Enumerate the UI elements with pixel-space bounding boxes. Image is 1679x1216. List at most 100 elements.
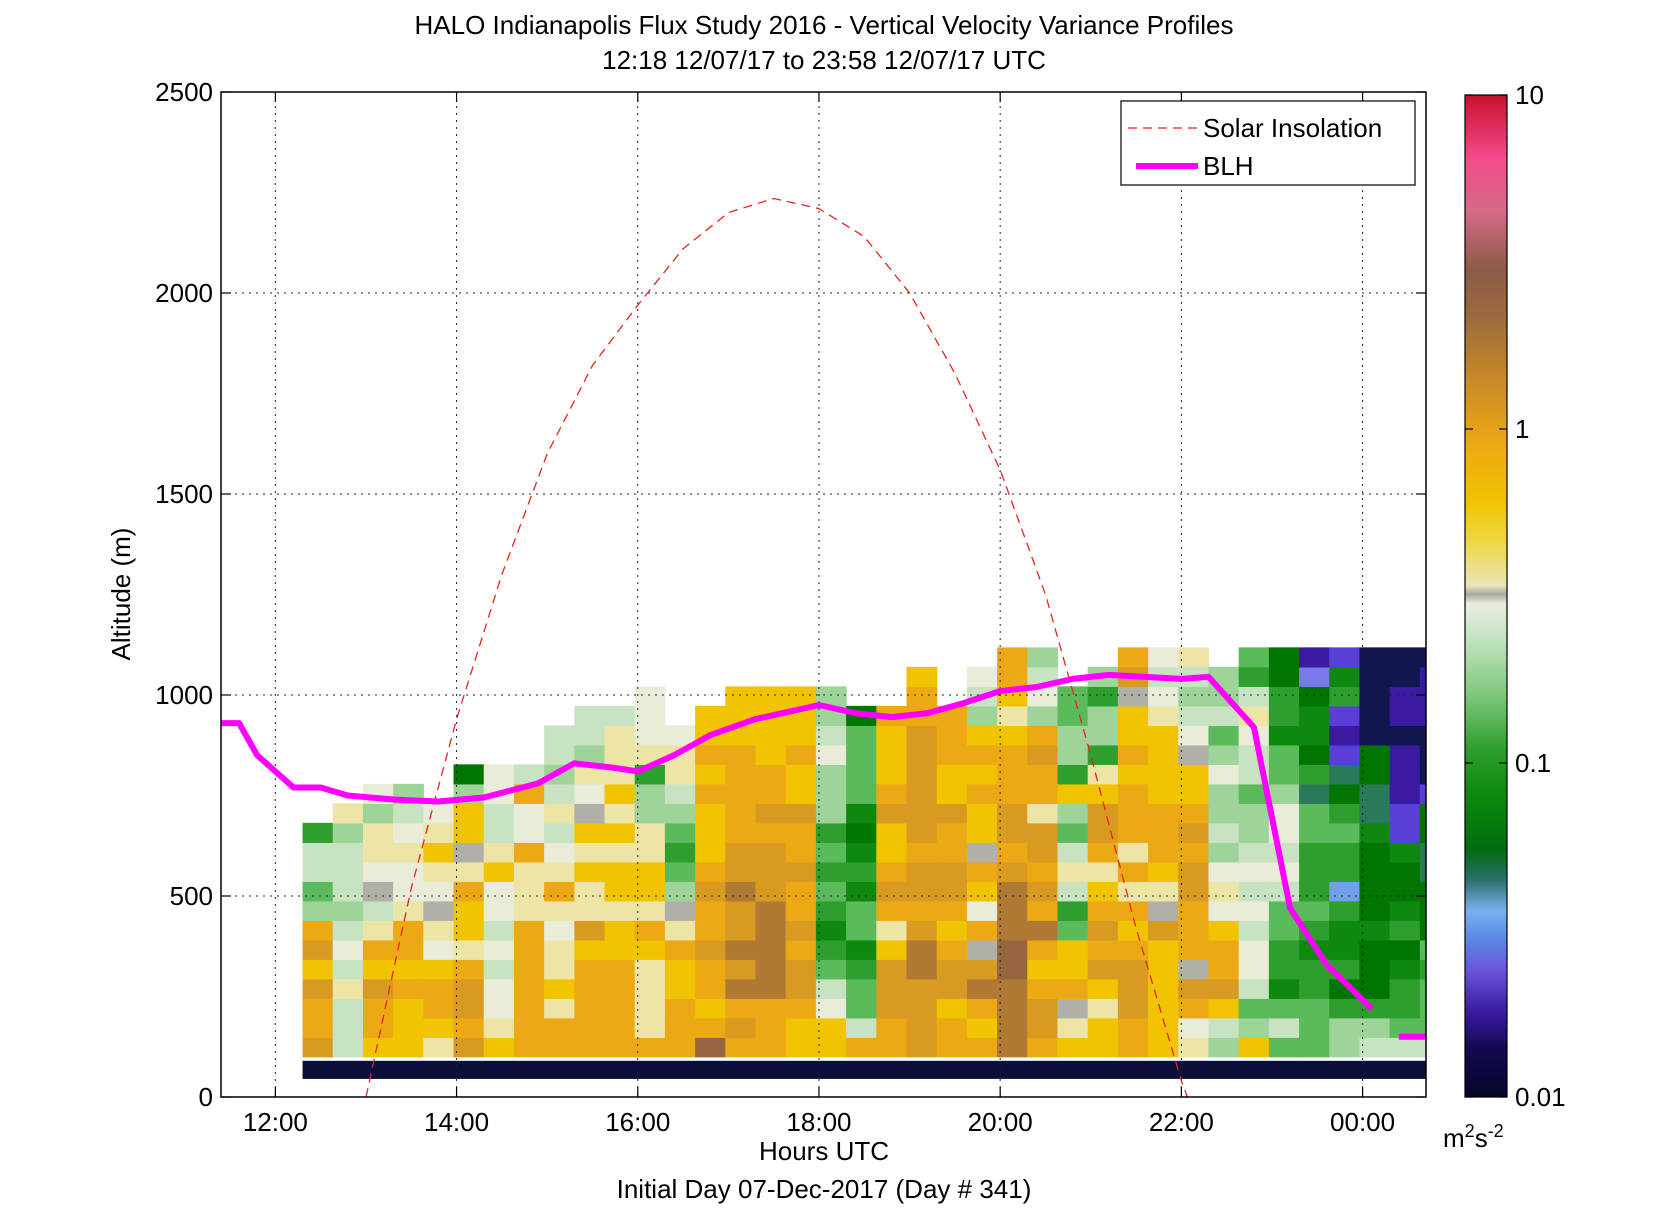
heatmap-cell — [906, 666, 938, 687]
heatmap-cell — [1238, 666, 1270, 687]
heatmap-cell — [483, 803, 515, 824]
heatmap-cell — [483, 998, 515, 1019]
heatmap-cell — [393, 881, 424, 902]
heatmap-cell — [1178, 920, 1210, 941]
heatmap-cell — [1268, 783, 1300, 804]
heatmap-cell — [1117, 686, 1149, 707]
heatmap-cell — [1329, 822, 1361, 843]
heatmap-cell — [997, 764, 1028, 785]
heatmap-cell — [695, 783, 726, 804]
heatmap-cell — [634, 900, 666, 921]
heatmap-cell — [1117, 705, 1149, 726]
heatmap-cell — [725, 1037, 757, 1058]
heatmap-cell — [755, 959, 787, 980]
heatmap-cell — [1087, 783, 1119, 804]
heatmap-cell — [997, 725, 1028, 746]
heatmap-cell — [513, 822, 545, 843]
heatmap-cell — [1359, 822, 1391, 843]
heatmap-cell — [362, 881, 394, 902]
heatmap-cell — [997, 647, 1028, 668]
heatmap-cell — [332, 822, 364, 843]
colorbar-gradient — [1464, 94, 1508, 1098]
legend-box — [1120, 100, 1416, 186]
heatmap-cell — [846, 978, 877, 999]
heatmap-cell — [453, 822, 485, 843]
heatmap-cell — [664, 1037, 696, 1058]
heatmap-cell — [876, 978, 908, 999]
heatmap-cell — [664, 803, 696, 824]
heatmap-cell — [1268, 998, 1300, 1019]
heatmap-cell — [453, 920, 485, 941]
heatmap-cell — [906, 725, 938, 746]
heatmap-cell — [876, 1037, 908, 1058]
heatmap-cell — [815, 725, 847, 746]
heatmap-cell — [966, 764, 998, 785]
heatmap-cell — [1389, 686, 1421, 707]
heatmap-cell — [1117, 959, 1149, 980]
heatmap-cell — [1299, 881, 1330, 902]
heatmap-cell — [1238, 686, 1270, 707]
heatmap-cell — [815, 939, 847, 960]
heatmap-cell — [1329, 647, 1361, 668]
heatmap-cell — [634, 939, 666, 960]
heatmap-cell — [483, 881, 515, 902]
heatmap-cell — [362, 978, 394, 999]
x-tick-label: 16:00 — [605, 1107, 670, 1137]
heatmap-cell — [634, 861, 666, 882]
heatmap-cell — [1359, 783, 1391, 804]
heatmap-cell — [846, 822, 877, 843]
heatmap-cell — [483, 764, 515, 785]
heatmap-cell — [332, 939, 364, 960]
heatmap-cell — [755, 900, 787, 921]
heatmap-cell — [1238, 998, 1270, 1019]
heatmap-cell — [695, 803, 726, 824]
heatmap-cell — [1419, 861, 1426, 882]
heatmap-cell — [1389, 666, 1421, 687]
heatmap-cell — [1268, 1037, 1300, 1058]
heatmap-cell — [966, 1037, 998, 1058]
heatmap-cell — [936, 978, 968, 999]
heatmap-cell — [936, 822, 968, 843]
heatmap-cell — [574, 920, 606, 941]
heatmap-cell — [1117, 920, 1149, 941]
heatmap-cell — [423, 1017, 455, 1038]
heatmap-cell — [362, 959, 394, 980]
heatmap-cell — [906, 842, 938, 863]
heatmap-cell — [997, 881, 1028, 902]
heatmap-cell — [1178, 705, 1210, 726]
heatmap-cell — [876, 900, 908, 921]
heatmap-cell — [1087, 1017, 1119, 1038]
heatmap-cell — [1359, 705, 1391, 726]
heatmap-cell — [1208, 705, 1240, 726]
y-axis-label: Altitude (m) — [106, 528, 136, 661]
heatmap-cell — [1057, 822, 1089, 843]
heatmap-cell — [1027, 1037, 1059, 1058]
heatmap-cell — [453, 764, 485, 785]
heatmap-cell — [876, 764, 908, 785]
heatmap-cell — [1238, 959, 1270, 980]
heatmap-cell — [1299, 1017, 1330, 1038]
colorbar-unit-exp1: 2 — [1465, 1121, 1475, 1141]
heatmap-cell — [1057, 1037, 1089, 1058]
heatmap-cell — [1178, 783, 1210, 804]
heatmap-cell — [453, 861, 485, 882]
heatmap-cell — [1087, 861, 1119, 882]
heatmap-cell — [393, 822, 424, 843]
colorbar-tick-label: 0.01 — [1515, 1082, 1566, 1112]
heatmap-cell — [574, 998, 606, 1019]
heatmap-cell — [1268, 978, 1300, 999]
heatmap-cell — [1268, 686, 1300, 707]
heatmap-cell — [846, 861, 877, 882]
heatmap-cell — [1057, 764, 1089, 785]
heatmap-cell — [846, 998, 877, 1019]
heatmap-cell — [332, 998, 364, 1019]
heatmap-cell — [362, 822, 394, 843]
heatmap-cell — [815, 1037, 847, 1058]
heatmap-cell — [906, 959, 938, 980]
heatmap-cell — [1389, 764, 1421, 785]
heatmap-cell — [1389, 900, 1421, 921]
chart-title: HALO Indianapolis Flux Study 2016 - Vert… — [415, 10, 1234, 40]
heatmap-cell — [1389, 998, 1421, 1019]
y-axis-ticks: 0 500 1000 1500 2000 2500 — [155, 77, 1426, 1112]
heatmap-cell — [936, 861, 968, 882]
